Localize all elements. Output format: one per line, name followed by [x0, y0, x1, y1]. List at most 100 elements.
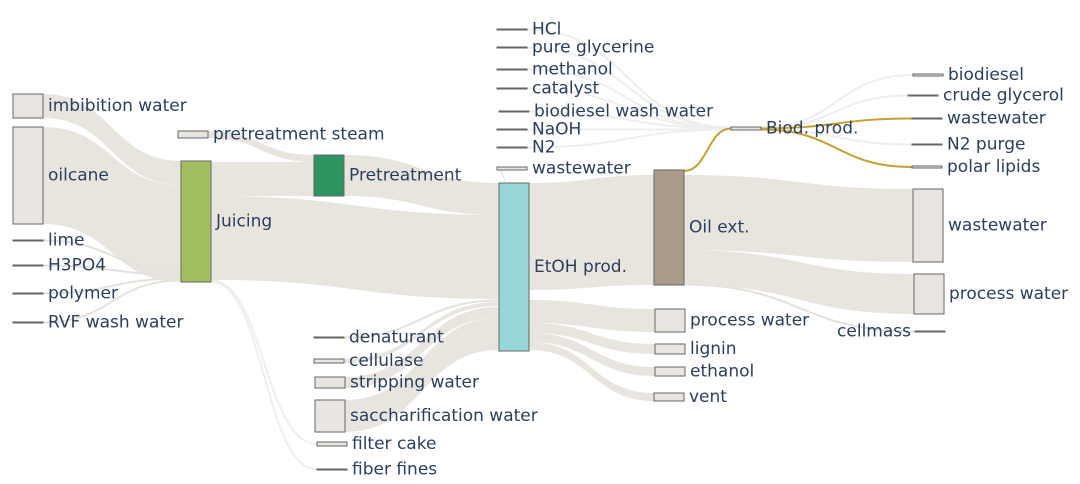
node-vent[interactable]: vent	[653, 387, 727, 407]
link-rvf-to-juicing	[42, 279, 182, 324]
node-rvf[interactable]: RVF wash water	[12, 313, 184, 333]
link-biod_prod-to-polar_lipids	[760, 128, 913, 168]
node-methanol[interactable]: methanol	[496, 60, 613, 80]
link-stripping_water-to-etoh	[345, 307, 499, 388]
node-label-oil-ext: Oil ext.	[689, 218, 750, 238]
link-oilcane-to-juicing	[43, 127, 181, 282]
node-label-sacch-water: saccharification water	[350, 406, 538, 426]
node-box-lime	[12, 239, 44, 242]
link-biod_prod-to-ww_top	[760, 117, 913, 130]
link-pure_glycerine-to-biod_prod	[526, 46, 732, 129]
node-box-fiber-fines	[316, 468, 348, 471]
link-etoh-to-oil_ext	[529, 175, 654, 290]
node-stripping-water[interactable]: stripping water	[314, 373, 479, 393]
node-catalyst[interactable]: catalyst	[496, 79, 599, 99]
node-label-pure-glycerine: pure glycerine	[532, 38, 654, 58]
node-etoh[interactable]: EtOH prod.	[498, 182, 627, 352]
node-pw-mid[interactable]: process water	[654, 308, 809, 333]
link-etoh-to-lignin	[529, 323, 655, 354]
node-label-imbibition-water: imbibition water	[48, 96, 187, 116]
node-box-pure-glycerine	[496, 46, 528, 49]
node-box-biod-prod	[730, 126, 762, 131]
link-pretreatment-to-etoh	[344, 155, 499, 215]
node-label-n2-purge: N2 purge	[947, 135, 1025, 155]
link-etoh-to-ethanol	[529, 333, 655, 376]
node-ww-top[interactable]: wastewater	[911, 109, 1046, 129]
node-box-pretreatment-steam	[177, 130, 209, 139]
link-oil_ext-to-cellmass	[683, 283, 916, 333]
node-naoh[interactable]: NaOH	[496, 120, 581, 140]
node-imbibition-water[interactable]: imbibition water	[12, 93, 187, 119]
node-box-crude-glycerol	[907, 94, 939, 97]
node-oilcane[interactable]: oilcane	[12, 126, 109, 225]
node-box-polar-lipids	[911, 165, 943, 169]
node-biod-prod[interactable]: Biod. prod.	[730, 119, 858, 139]
sankey-nodes: imbibition water oilcane lime H3PO4 polymer R…	[12, 20, 1068, 480]
link-oil_ext-to-biod_prod	[683, 127, 732, 172]
node-box-ww-mid	[496, 166, 528, 171]
node-label-h3po4: H3PO4	[48, 256, 106, 276]
node-label-pretreatment-steam: pretreatment steam	[213, 125, 385, 145]
node-pretreatment-steam[interactable]: pretreatment steam	[177, 125, 385, 145]
node-box-biodiesel	[912, 73, 944, 77]
node-label-rvf: RVF wash water	[48, 313, 184, 333]
link-juicing-to-filter_cake	[210, 279, 318, 445]
node-label-biod-prod: Biod. prod.	[766, 119, 858, 139]
node-label-lime: lime	[48, 231, 84, 251]
node-label-crude-glycerol: crude glycerol	[943, 86, 1064, 106]
node-box-naoh	[496, 128, 528, 131]
link-juicing-to-pretreatment	[211, 162, 314, 196]
node-label-fiber-fines: fiber fines	[352, 460, 437, 480]
node-ww-mid[interactable]: wastewater	[496, 159, 631, 179]
node-n2-purge[interactable]: N2 purge	[911, 135, 1025, 155]
node-polar-lipids[interactable]: polar lipids	[911, 157, 1040, 177]
node-pw-right[interactable]: process water	[913, 273, 1068, 315]
node-cellulase[interactable]: cellulase	[313, 351, 423, 371]
node-label-pw-mid: process water	[690, 311, 809, 331]
link-sacch_water-to-etoh	[345, 318, 499, 432]
node-box-denaturant	[313, 336, 345, 339]
node-denaturant[interactable]: denaturant	[313, 328, 444, 348]
node-biodiesel[interactable]: biodiesel	[912, 65, 1024, 85]
node-label-methanol: methanol	[532, 60, 613, 80]
link-n2-to-biod_prod	[526, 128, 732, 149]
node-biod-wash[interactable]: biodiesel wash water	[498, 102, 713, 122]
node-pretreatment[interactable]: Pretreatment	[313, 154, 462, 197]
node-ww-right[interactable]: wastewater	[912, 188, 1047, 263]
node-polymer[interactable]: polymer	[12, 284, 118, 304]
node-box-polymer	[12, 292, 44, 295]
node-n2[interactable]: N2	[496, 138, 556, 158]
node-box-vent	[653, 392, 685, 402]
node-label-biod-wash: biodiesel wash water	[534, 102, 713, 122]
node-box-oilcane	[12, 126, 44, 225]
node-fiber-fines[interactable]: fiber fines	[316, 460, 437, 480]
node-label-pretreatment: Pretreatment	[349, 166, 462, 186]
node-hcl[interactable]: HCl	[496, 20, 561, 40]
node-box-imbibition-water	[12, 93, 44, 119]
node-box-hcl	[496, 28, 528, 31]
node-label-polymer: polymer	[48, 284, 118, 304]
node-h3po4[interactable]: H3PO4	[12, 256, 106, 276]
node-box-catalyst	[496, 87, 528, 90]
node-box-h3po4	[12, 264, 44, 267]
node-pure-glycerine[interactable]: pure glycerine	[496, 38, 654, 58]
sankey-links	[42, 28, 916, 471]
node-box-pw-mid	[654, 308, 686, 333]
node-ethanol[interactable]: ethanol	[654, 362, 754, 382]
node-lignin[interactable]: lignin	[654, 339, 737, 359]
node-sacch-water[interactable]: saccharification water	[314, 399, 538, 433]
node-juicing[interactable]: Juicing	[180, 160, 272, 283]
node-cellmass[interactable]: cellmass	[837, 322, 946, 342]
node-box-sacch-water	[314, 399, 346, 433]
node-box-pw-right	[913, 273, 945, 315]
node-label-etoh: EtOH prod.	[534, 257, 627, 277]
node-crude-glycerol[interactable]: crude glycerol	[907, 86, 1064, 106]
node-filter-cake[interactable]: filter cake	[316, 434, 436, 454]
node-box-etoh	[498, 182, 530, 352]
node-label-oilcane: oilcane	[48, 166, 109, 186]
node-label-denaturant: denaturant	[349, 328, 444, 348]
node-lime[interactable]: lime	[12, 231, 84, 251]
node-box-juicing	[180, 160, 212, 283]
node-oil-ext[interactable]: Oil ext.	[653, 169, 750, 286]
